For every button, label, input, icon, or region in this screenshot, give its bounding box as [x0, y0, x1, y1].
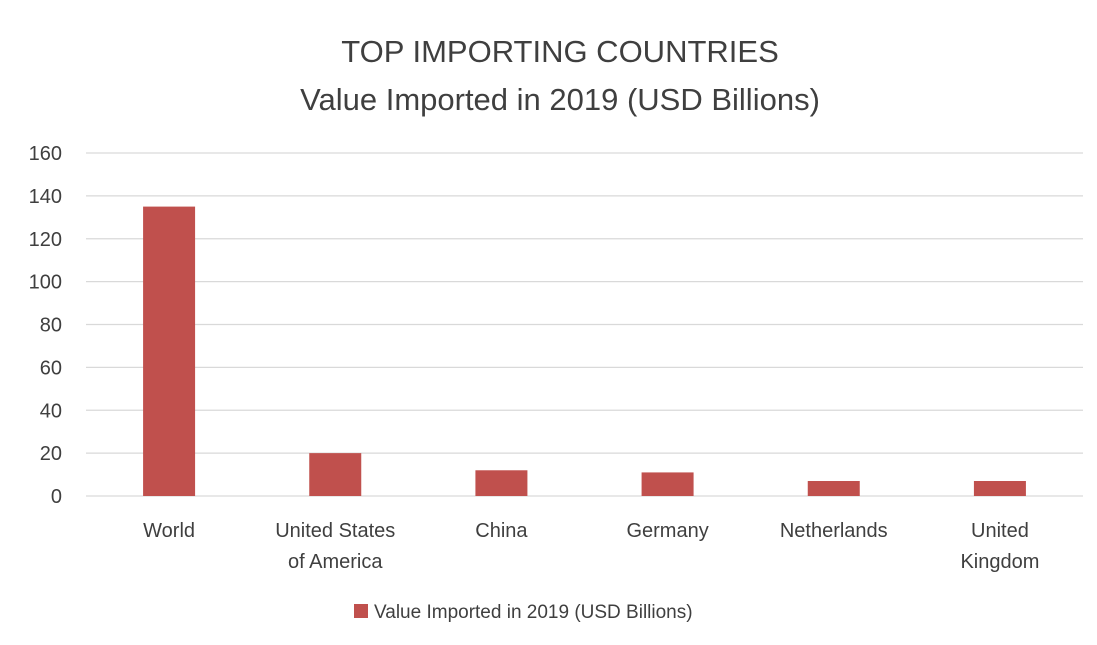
- x-tick-label-line: of America: [288, 551, 383, 573]
- bar-netherlands: [807, 480, 860, 496]
- x-axis: World United States of America China Germany…: [143, 520, 1039, 573]
- x-tick-label-line: United: [971, 520, 1029, 542]
- bar-world: [143, 206, 196, 496]
- y-tick-label: 160: [29, 143, 62, 165]
- x-tick-label-line: Germany: [626, 520, 708, 542]
- y-tick-label: 20: [40, 443, 62, 465]
- bar-united-states-of-america: [309, 453, 362, 496]
- y-tick-label: 120: [29, 229, 62, 251]
- y-tick-label: 40: [40, 400, 62, 422]
- bar-china: [475, 470, 528, 496]
- y-tick-label: 0: [51, 486, 62, 508]
- y-tick-label: 80: [40, 315, 62, 337]
- bar-united-kingdom: [973, 480, 1026, 496]
- bars: [143, 206, 1026, 496]
- legend-swatch: [354, 604, 368, 618]
- legend-label: Value Imported in 2019 (USD Billions): [374, 602, 693, 623]
- y-tick-label: 60: [40, 357, 62, 379]
- x-tick-label: World: [143, 520, 195, 542]
- y-tick-label: 140: [29, 186, 62, 208]
- chart-title-group: TOP IMPORTING COUNTRIES Value Imported i…: [300, 34, 820, 117]
- x-tick-label: Germany: [626, 520, 708, 542]
- x-tick-label-line: United States: [275, 520, 395, 542]
- chart-subtitle: Value Imported in 2019 (USD Billions): [300, 82, 820, 117]
- bar-germany: [641, 472, 694, 496]
- y-axis: 0 20 40 60 80 100 120 140 160: [29, 143, 62, 508]
- x-tick-label-line: Kingdom: [960, 551, 1039, 573]
- gridlines: [86, 152, 1083, 497]
- chart-title: TOP IMPORTING COUNTRIES: [341, 34, 779, 69]
- y-tick-label: 100: [29, 272, 62, 294]
- x-tick-label-line: World: [143, 520, 195, 542]
- x-tick-label-line: Netherlands: [780, 520, 888, 542]
- x-tick-label: United Kingdom: [960, 520, 1039, 573]
- x-tick-label: Netherlands: [780, 520, 888, 542]
- x-tick-label: United States of America: [275, 520, 395, 573]
- x-tick-label-line: China: [475, 520, 528, 542]
- x-tick-label: China: [475, 520, 528, 542]
- legend: Value Imported in 2019 (USD Billions): [354, 602, 693, 623]
